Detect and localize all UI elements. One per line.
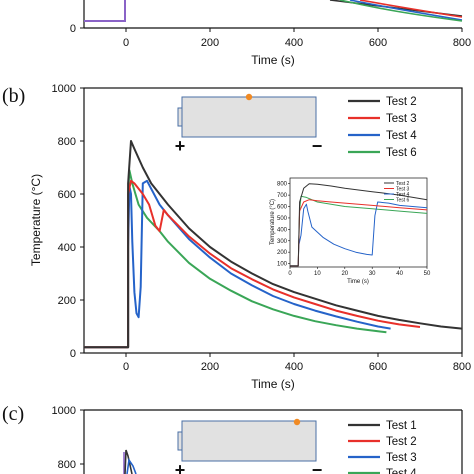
inset-x-tick-label-20: 20 — [341, 271, 348, 277]
inset-x-tick-label-40: 40 — [396, 271, 403, 277]
panel-c-test-1-line — [124, 449, 133, 474]
panel-a-x-tick-label-0: 0 — [123, 37, 129, 49]
panel-a-x-tick-label-200: 200 — [201, 37, 219, 49]
panel-b-y-tick-label-0: 0 — [70, 348, 76, 360]
panel-a-test-4-line — [339, 0, 463, 22]
panel-b-inset-frame — [289, 177, 428, 268]
panel-b-y-tick-label-800: 800 — [58, 136, 76, 148]
panel-b-inset-lines — [290, 183, 428, 267]
panel-b-x-tick-label-0: 0 — [123, 361, 129, 373]
panel-c-test-3-line — [126, 457, 137, 474]
panel-b-plus-sign: + — [175, 136, 186, 156]
panel-b-inset-x-axis-label: Time (s) — [347, 279, 369, 285]
panel-b-x-axis-label: Time (s) — [251, 377, 295, 391]
panel-c-y-tick-label-800: 800 — [58, 459, 76, 471]
panel-b-thermocouple-marker — [245, 93, 253, 101]
panel-b-series-test-3-line — [84, 179, 421, 349]
panel-c-cell-tab — [177, 431, 183, 451]
panel-b-x-tick-label-600: 600 — [369, 361, 387, 373]
inset-y-tick-label-300: 300 — [277, 239, 288, 245]
panel-b-inset-y-axis-label: Temperature (°C) — [270, 199, 276, 245]
panel-c-label: (c) — [2, 403, 24, 425]
panel-b-legend-label-test-6: Test 6 — [386, 147, 417, 159]
panel-c-legend: Test 1 Test 2 Test 3 Test 4 — [348, 420, 417, 474]
panel-b-series-test-6-line — [84, 169, 387, 349]
panel-b-y-tick-label-200: 200 — [58, 295, 76, 307]
panel-a-test-3-line — [349, 0, 463, 21]
panel-b-inset-ticks: 0 10 20 30 40 50 100 200 300 400 500 600 700 800 — [277, 182, 431, 277]
panel-b-y-tick-label-400: 400 — [58, 242, 76, 254]
panel-c-legend-label-test-1: Test 1 — [386, 420, 417, 432]
panel-b-legend-label-test-3: Test 3 — [386, 113, 417, 125]
inset-x-tick-label-0: 0 — [288, 271, 292, 277]
inset-x-tick-label-10: 10 — [314, 271, 321, 277]
panel-b-cell-diagram: + − — [175, 93, 323, 156]
inset-y-tick-label-400: 400 — [277, 227, 288, 233]
panel-b-y-axis-label: Temperature (°C) — [29, 174, 43, 266]
inset-legend-label-test-2: Test 2 — [396, 181, 410, 187]
panel-c-y-tick-label-1000: 1000 — [52, 405, 76, 417]
panel-a-x-tick-label-600: 600 — [369, 37, 387, 49]
panel-c-thermocouple-marker — [293, 418, 301, 426]
inset-y-tick-label-100: 100 — [277, 262, 288, 268]
panel-b-cell-tab — [177, 107, 183, 127]
panel-b-legend: Test 2 Test 3 Test 4 Test 6 — [348, 96, 417, 159]
panel-a-test-2-line — [359, 0, 463, 18]
panel-b-series-test-4-line — [84, 179, 391, 349]
panel-b-plot-frame — [83, 87, 463, 354]
panel-a-preheat-line — [84, 0, 126, 22]
panel-b-x-tick-label-800: 800 — [453, 361, 471, 373]
panel-b-inset: 0 10 20 30 40 50 100 200 300 400 500 600 700 800 Time… — [270, 177, 431, 285]
panel-a-x-axis-label: Time (s) — [251, 53, 295, 67]
panel-c-plus-sign: + — [175, 460, 186, 474]
panel-b-series-test-2-line — [84, 140, 463, 349]
panel-c-legend-label-test-4: Test 4 — [386, 468, 417, 474]
panel-b-lines — [84, 140, 463, 349]
panel-a-x-tick-label-800: 800 — [453, 37, 471, 49]
panel-c-cell-body — [181, 420, 317, 462]
panel-b-cell-body — [181, 96, 317, 138]
inset-series-test-4-line — [290, 201, 428, 267]
inset-y-tick-label-600: 600 — [277, 205, 288, 211]
inset-legend-label-test-6: Test 6 — [396, 198, 410, 204]
panel-a: 0 0 200 400 600 800 Time (s) — [70, 0, 471, 67]
inset-legend-label-test-3: Test 3 — [396, 187, 410, 193]
inset-y-tick-label-800: 800 — [277, 182, 288, 188]
panel-c-minus-sign: − — [312, 460, 323, 474]
panel-b-y-tick-label-600: 600 — [58, 189, 76, 201]
panel-a-y-tick-label-0: 0 — [70, 23, 76, 35]
inset-x-tick-label-50: 50 — [424, 271, 431, 277]
panel-b-minus-sign: − — [312, 136, 323, 156]
panel-b-x-tick-label-200: 200 — [201, 361, 219, 373]
panel-b-x-tick-label-400: 400 — [285, 361, 303, 373]
inset-series-test-2-line — [290, 183, 428, 267]
panel-b-legend-label-test-2: Test 2 — [386, 96, 417, 108]
inset-legend-label-test-4: Test 4 — [396, 192, 410, 198]
panel-b-label: (b) — [2, 85, 25, 107]
panel-a-x-tick-label-400: 400 — [285, 37, 303, 49]
panel-c-legend-label-test-3: Test 3 — [386, 452, 417, 464]
inset-y-tick-label-200: 200 — [277, 250, 288, 256]
inset-y-tick-label-700: 700 — [277, 193, 288, 199]
inset-y-tick-label-500: 500 — [277, 216, 288, 222]
panel-a-x-ticks: 0 200 400 600 800 — [123, 28, 471, 49]
panel-b-legend-label-test-4: Test 4 — [386, 130, 417, 142]
inset-x-tick-label-30: 30 — [369, 271, 376, 277]
panel-c-cell-diagram: + − — [175, 418, 323, 474]
panel-c-legend-label-test-2: Test 2 — [386, 436, 417, 448]
panel-b-y-tick-label-1000: 1000 — [52, 83, 76, 95]
panel-a-lines — [84, 0, 463, 22]
